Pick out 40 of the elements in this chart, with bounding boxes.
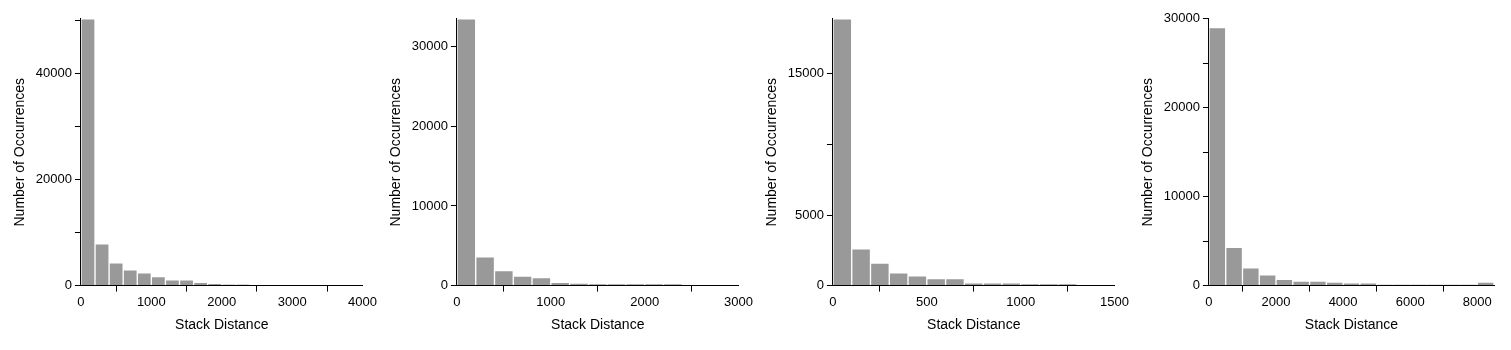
x-tick-label: 6000: [1395, 293, 1425, 309]
x-tick-label: 8000: [1462, 293, 1492, 309]
y-tick-label: 10000: [411, 197, 448, 213]
y-tick-label: 20000: [1163, 99, 1200, 115]
y-tick-label: 0: [440, 277, 448, 293]
y-tick-label: 20000: [35, 171, 72, 187]
y-axis-title: Number of Occurrences: [763, 77, 780, 227]
y-axis-title: Number of Occurrences: [1139, 77, 1156, 227]
y-tick-label: 10000: [1163, 188, 1200, 204]
x-tick-label: 3000: [277, 293, 307, 309]
x-tick-label: 2000: [1261, 293, 1291, 309]
x-tick-label: 0: [77, 293, 85, 309]
x-tick-label: 4000: [1328, 293, 1358, 309]
y-tick-label: 40000: [35, 65, 72, 81]
x-tick-label: 0: [829, 293, 837, 309]
x-tick-label: 500: [915, 293, 938, 309]
x-tick-label: 0: [1205, 293, 1213, 309]
x-axis-title: Stack Distance: [551, 316, 645, 333]
x-tick-label: 0: [453, 293, 461, 309]
x-tick-label: 1500: [1100, 293, 1129, 309]
x-tick-label: 2000: [207, 293, 237, 309]
x-tick-label: 1000: [136, 293, 166, 309]
y-axis-title: Number of Occurrences: [11, 77, 28, 227]
x-tick-label: 2000: [630, 293, 660, 309]
y-tick-label: 30000: [411, 38, 448, 54]
y-tick-label: 0: [816, 277, 824, 293]
y-tick-label: 5000: [795, 206, 824, 222]
y-tick-label: 30000: [1163, 10, 1200, 26]
y-tick-label: 0: [1192, 277, 1200, 293]
x-tick-label: 3000: [724, 293, 753, 309]
x-tick-label: 1000: [1006, 293, 1036, 309]
y-tick-label: 20000: [411, 117, 448, 133]
x-axis-title: Stack Distance: [927, 316, 1021, 333]
y-tick-label: 0: [64, 277, 72, 293]
x-axis-title: Stack Distance: [1304, 316, 1399, 333]
x-tick-label: 1000: [536, 293, 566, 309]
x-tick-label: 4000: [348, 293, 377, 309]
y-tick-label: 15000: [787, 65, 824, 81]
y-axis-title: Number of Occurrences: [387, 77, 404, 227]
x-axis-title: Stack Distance: [175, 316, 269, 333]
